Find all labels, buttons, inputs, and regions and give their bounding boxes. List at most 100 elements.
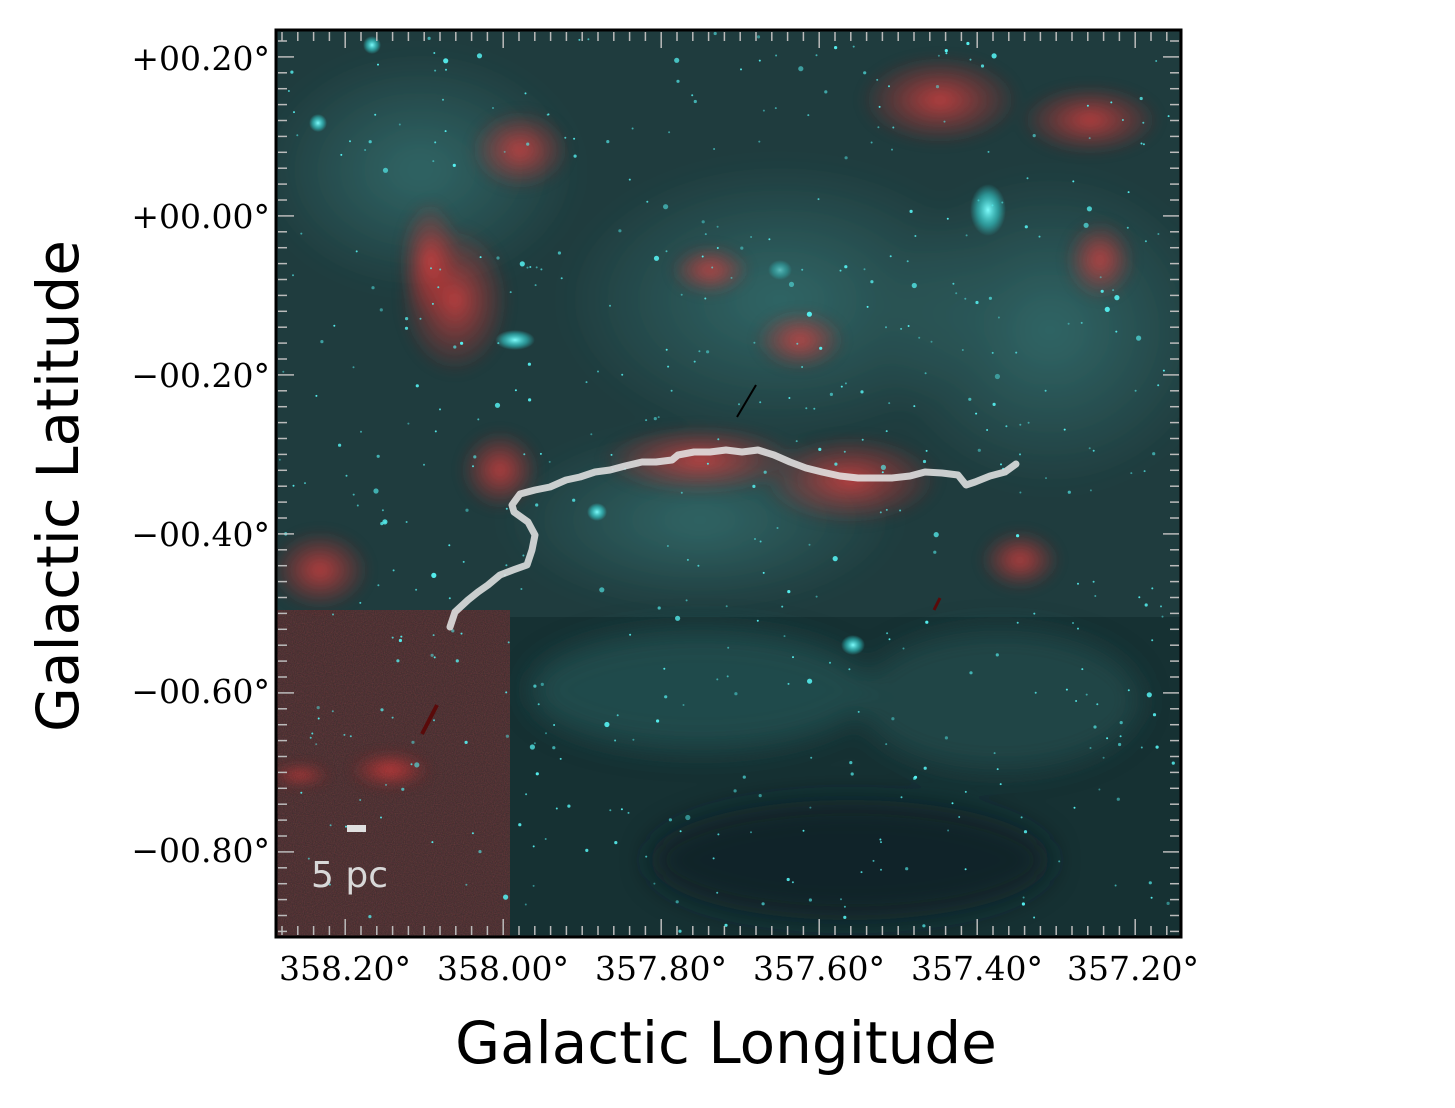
star: [945, 52, 948, 55]
star: [328, 883, 331, 886]
star: [1075, 700, 1078, 702]
star: [1104, 306, 1110, 312]
star: [1058, 860, 1061, 863]
star: [657, 606, 661, 610]
star: [535, 503, 539, 507]
star: [405, 317, 409, 321]
y-tick-label: +00.00°: [131, 197, 270, 236]
star: [430, 653, 434, 657]
star: [645, 855, 648, 858]
star: [345, 825, 347, 828]
star: [1114, 295, 1120, 301]
star: [410, 763, 413, 766]
star: [713, 31, 717, 36]
star: [913, 775, 918, 779]
star: [1023, 830, 1028, 834]
star: [922, 459, 927, 464]
star: [345, 474, 348, 477]
star: [1148, 881, 1152, 885]
star: [740, 68, 742, 71]
star: [315, 394, 318, 397]
star: [716, 678, 719, 681]
star: [532, 845, 535, 848]
star: [756, 35, 761, 39]
star: [1112, 289, 1115, 292]
star: [331, 710, 334, 713]
star: [519, 261, 525, 267]
star: [860, 390, 864, 394]
star: [758, 59, 761, 62]
star: [1115, 330, 1118, 333]
star: [1144, 240, 1147, 243]
star: [913, 405, 916, 408]
star: [453, 345, 457, 349]
star: [455, 659, 459, 663]
star: [676, 79, 680, 83]
star: [891, 148, 893, 151]
star: [1032, 134, 1036, 138]
star: [818, 447, 822, 451]
star: [415, 384, 419, 388]
star: [632, 738, 635, 741]
star: [1127, 191, 1130, 194]
star: [433, 656, 436, 659]
star: [988, 296, 993, 300]
star: [668, 818, 673, 822]
star: [678, 929, 682, 933]
star: [787, 590, 791, 594]
star: [352, 493, 355, 496]
star: [621, 373, 624, 376]
star: [572, 498, 576, 502]
star: [668, 131, 671, 134]
star: [900, 327, 903, 330]
star: [840, 385, 843, 388]
star: [1121, 119, 1124, 121]
star: [701, 220, 705, 224]
star: [781, 605, 784, 608]
star: [460, 632, 463, 635]
star: [935, 85, 940, 89]
star: [852, 45, 855, 48]
star: [759, 401, 762, 404]
star: [564, 136, 567, 139]
star: [1088, 137, 1091, 140]
star: [787, 682, 790, 685]
y-tick-label: −00.60°: [131, 672, 270, 711]
star: [472, 465, 474, 468]
star: [567, 804, 571, 808]
star: [437, 286, 440, 289]
star: [716, 891, 719, 894]
star: [762, 571, 765, 574]
star: [1092, 449, 1095, 452]
star: [304, 482, 306, 485]
star: [878, 105, 881, 108]
star: [1102, 756, 1105, 759]
star: [349, 140, 351, 143]
star: [411, 740, 415, 744]
star: [663, 667, 666, 670]
star: [359, 799, 362, 801]
star: [1019, 491, 1022, 494]
star: [933, 532, 939, 538]
cyan-sources: [309, 36, 1006, 655]
star: [665, 348, 668, 351]
x-tick-label: 358.00°: [437, 949, 569, 988]
star: [557, 251, 562, 255]
star: [518, 823, 522, 827]
star: [907, 325, 910, 327]
star: [704, 233, 707, 236]
star: [925, 449, 928, 452]
star: [866, 305, 869, 308]
star: [332, 613, 334, 616]
star: [863, 71, 867, 75]
star: [597, 370, 599, 373]
star: [701, 255, 704, 258]
star: [922, 924, 926, 928]
star: [965, 234, 968, 237]
star: [525, 793, 528, 796]
star: [381, 509, 384, 512]
star: [368, 915, 372, 919]
star: [807, 114, 810, 117]
star: [776, 527, 779, 529]
star: [307, 857, 310, 860]
